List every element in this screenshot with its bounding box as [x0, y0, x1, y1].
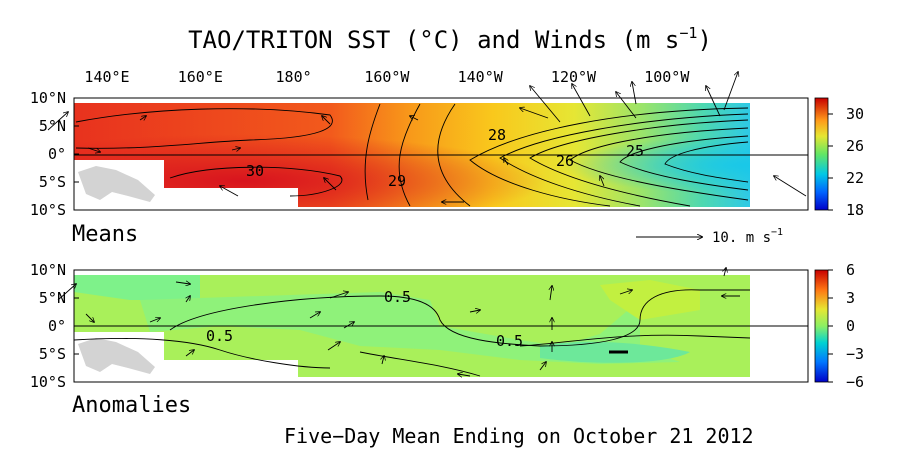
colorbar-tick-label: 26 — [846, 137, 864, 155]
anomalies-colorbar-ticks: 6 3 0 −3 −6 — [828, 261, 864, 391]
latitude-tick-label: 10°S — [30, 373, 66, 391]
means-land-new-guinea — [78, 166, 155, 202]
contour-label-0.5: 0.5 — [384, 288, 411, 306]
means-panel-label: Means — [72, 222, 138, 247]
footer-caption: Five−Day Mean Ending on October 21 2012 — [284, 424, 754, 448]
contour-label-29: 29 — [388, 172, 406, 190]
anomalies-latitude-labels: 10°N 5°N 0° 5°S 10°S — [30, 261, 79, 391]
colorbar-tick-label: 22 — [846, 169, 864, 187]
latitude-tick-label: 5°N — [39, 117, 66, 135]
colorbar-tick-label: 0 — [846, 317, 855, 335]
latitude-tick-label: 5°S — [39, 345, 66, 363]
colorbar-tick-label: 30 — [846, 105, 864, 123]
contour-label-28: 28 — [488, 126, 506, 144]
latitude-tick-label: 0° — [48, 317, 66, 335]
latitude-tick-label: 5°S — [39, 173, 66, 191]
longitude-tick-label: 180° — [276, 68, 312, 86]
latitude-tick-label: 0° — [48, 145, 66, 163]
means-wind-vectors — [47, 72, 807, 202]
latitude-tick-label: 5°N — [39, 289, 66, 307]
longitude-tick-label: 120°W — [551, 68, 597, 86]
contour-label-0.5: 0.5 — [496, 332, 523, 350]
anomalies-land-new-guinea — [78, 338, 155, 374]
latitude-tick-label: 10°S — [30, 201, 66, 219]
longitude-tick-label: 140°W — [458, 68, 504, 86]
anomalies-panel: 0.5 0.5 0.5 — [30, 261, 864, 418]
contour-label-25: 25 — [626, 142, 644, 160]
latitude-tick-label: 10°N — [30, 89, 66, 107]
means-nodata-mask — [164, 188, 298, 208]
colorbar-tick-label: 18 — [846, 201, 864, 219]
longitude-tick-labels: 140°E 160°E 180° 160°W 140°W 120°W 100°W — [84, 68, 690, 86]
anomalies-panel-label: Anomalies — [72, 393, 191, 418]
anomalies-contour-labels: 0.5 0.5 0.5 — [206, 288, 523, 350]
longitude-tick-label: 100°W — [644, 68, 690, 86]
anomalies-colorbar — [814, 269, 829, 383]
chart-title: TAO/TRITON SST (°C) and Winds (m s−1) — [188, 24, 712, 54]
scale-vector-label: 10. m s−1 — [712, 227, 783, 246]
longitude-tick-label: 160°E — [178, 68, 223, 86]
colorbar-tick-label: 3 — [846, 289, 855, 307]
longitude-tick-label: 160°W — [364, 68, 410, 86]
contour-label-30: 30 — [246, 162, 264, 180]
colorbar-tick-label: 6 — [846, 261, 855, 279]
anomalies-wind-vectors — [57, 268, 740, 376]
anomalies-cool-patch — [74, 275, 200, 300]
latitude-tick-label: 10°N — [30, 261, 66, 279]
longitude-tick-label: 140°E — [84, 68, 129, 86]
anomalies-nodata-mask — [164, 360, 298, 378]
colorbar-tick-label: −6 — [846, 373, 864, 391]
anomalies-contours — [73, 289, 751, 377]
means-colorbar — [814, 97, 829, 211]
means-colorbar-ticks: 30 26 22 18 — [828, 105, 864, 219]
contour-label-0.5: 0.5 — [206, 327, 233, 345]
contour-label-26: 26 — [556, 152, 574, 170]
means-panel: 30 29 28 26 25 — [30, 72, 864, 247]
means-latitude-labels: 10°N 5°N 0° 5°S 10°S — [30, 89, 79, 219]
colorbar-tick-label: −3 — [846, 345, 864, 363]
